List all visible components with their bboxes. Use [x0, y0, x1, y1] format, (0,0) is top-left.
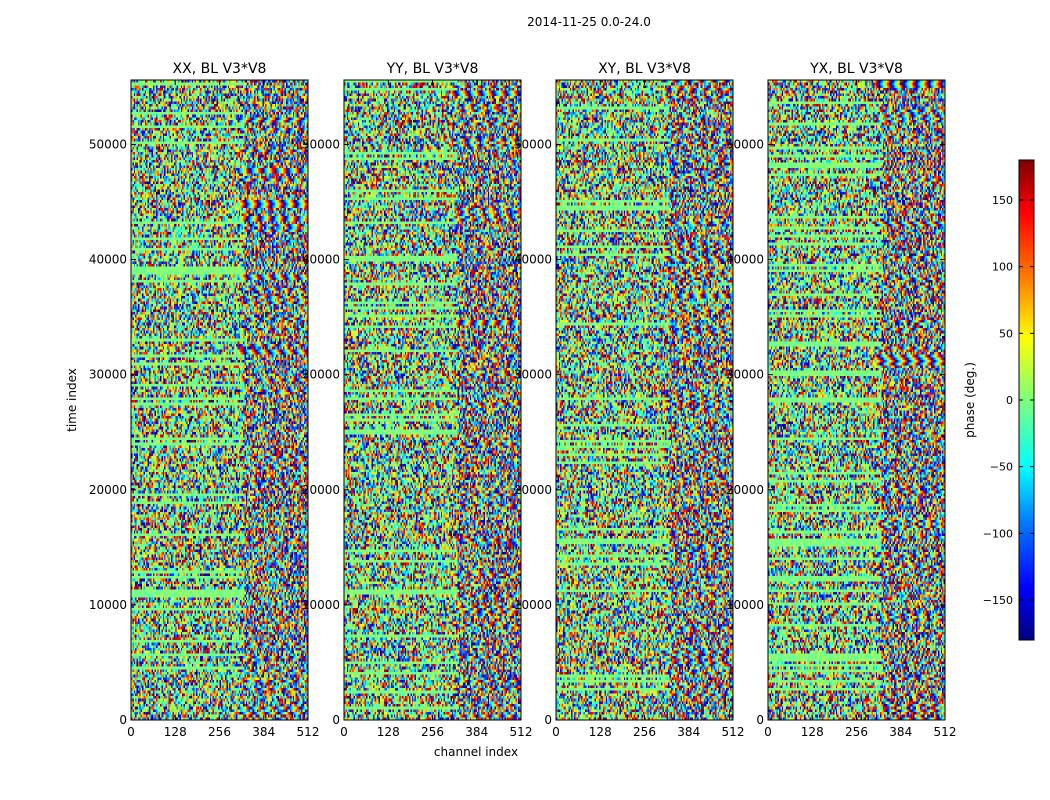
panel-title: XY, BL V3*V8: [598, 61, 691, 77]
y-tick-label: 50000: [302, 137, 340, 151]
y-tick-label: 0: [332, 713, 340, 727]
phase-heatmap-image: [768, 80, 945, 720]
heatmap-panel-4: YX, BL V3*V8 0 128 256 384 512 0 10000 20000 3000…: [726, 61, 957, 739]
x-tick-label: 512: [934, 725, 957, 739]
colorbar-tick-label: −100: [983, 527, 1013, 540]
colorbar-tick-label: 0: [1006, 394, 1013, 407]
y-tick-label: 10000: [302, 598, 340, 612]
x-tick-label: 384: [677, 725, 700, 739]
heatmap-panel-3: XY, BL V3*V8 0 128 256 384 512 0 10000 20000 3000…: [514, 61, 745, 739]
x-tick-label: 256: [845, 725, 868, 739]
x-tick-label: 256: [208, 725, 231, 739]
y-tick-label: 20000: [89, 483, 127, 497]
y-tick-label: 30000: [726, 368, 764, 382]
heatmap-panel-1: XX, BL V3*V8 0 128 256 384 512 0 10000 20000 3000…: [89, 61, 320, 739]
y-tick-label: 30000: [89, 368, 127, 382]
phase-heatmap-image: [131, 80, 308, 720]
phase-heatmap-image: [344, 80, 521, 720]
y-tick-label: 40000: [89, 253, 127, 267]
x-tick-label: 384: [889, 725, 912, 739]
x-tick-label: 128: [164, 725, 187, 739]
x-tick-label: 0: [340, 725, 348, 739]
colorbar-tick-label: −150: [983, 594, 1013, 607]
y-tick-label: 0: [544, 713, 552, 727]
heatmap-panel-2: YY, BL V3*V8 0 128 256 384 512 0 10000 20000 3000…: [302, 61, 533, 739]
y-tick-label: 0: [119, 713, 127, 727]
x-tick-label: 0: [552, 725, 560, 739]
x-tick-label: 0: [127, 725, 135, 739]
y-tick-label: 30000: [514, 368, 552, 382]
colorbar: 150 100 50 0 −50 −100 −150 phase (deg.): [963, 159, 1035, 641]
y-tick-label: 20000: [302, 483, 340, 497]
y-tick-label: 10000: [726, 598, 764, 612]
x-axis-label: channel index: [434, 745, 518, 759]
figure-suptitle: 2014-11-25 0.0-24.0: [527, 15, 651, 29]
y-axis-label: time index: [65, 368, 79, 432]
y-tick-label: 40000: [726, 253, 764, 267]
y-tick-label: 40000: [514, 253, 552, 267]
x-tick-label: 256: [421, 725, 444, 739]
y-tick-label: 30000: [302, 368, 340, 382]
x-tick-label: 384: [252, 725, 275, 739]
y-tick-label: 20000: [514, 483, 552, 497]
x-tick-label: 0: [764, 725, 772, 739]
x-tick-label: 512: [722, 725, 745, 739]
panel-title: YY, BL V3*V8: [386, 61, 479, 77]
x-tick-label: 512: [297, 725, 320, 739]
panel-title: XX, BL V3*V8: [173, 61, 267, 77]
colorbar-tick-label: 50: [999, 327, 1013, 340]
colorbar-tick-label: 150: [992, 194, 1013, 207]
x-tick-label: 256: [633, 725, 656, 739]
y-tick-label: 10000: [514, 598, 552, 612]
x-tick-label: 128: [377, 725, 400, 739]
y-tick-label: 20000: [726, 483, 764, 497]
x-tick-label: 128: [589, 725, 612, 739]
colorbar-label: phase (deg.): [963, 362, 977, 438]
colorbar-tick-label: −50: [990, 461, 1013, 474]
x-tick-label: 384: [465, 725, 488, 739]
y-tick-label: 0: [756, 713, 764, 727]
y-tick-label: 40000: [302, 253, 340, 267]
x-tick-label: 128: [801, 725, 824, 739]
x-tick-label: 512: [510, 725, 533, 739]
y-tick-label: 50000: [726, 137, 764, 151]
y-tick-label: 10000: [89, 598, 127, 612]
phase-heatmap-image: [556, 80, 733, 720]
y-tick-label: 50000: [89, 137, 127, 151]
panel-title: YX, BL V3*V8: [809, 61, 903, 77]
colorbar-tick-label: 100: [992, 261, 1013, 274]
y-tick-label: 50000: [514, 137, 552, 151]
